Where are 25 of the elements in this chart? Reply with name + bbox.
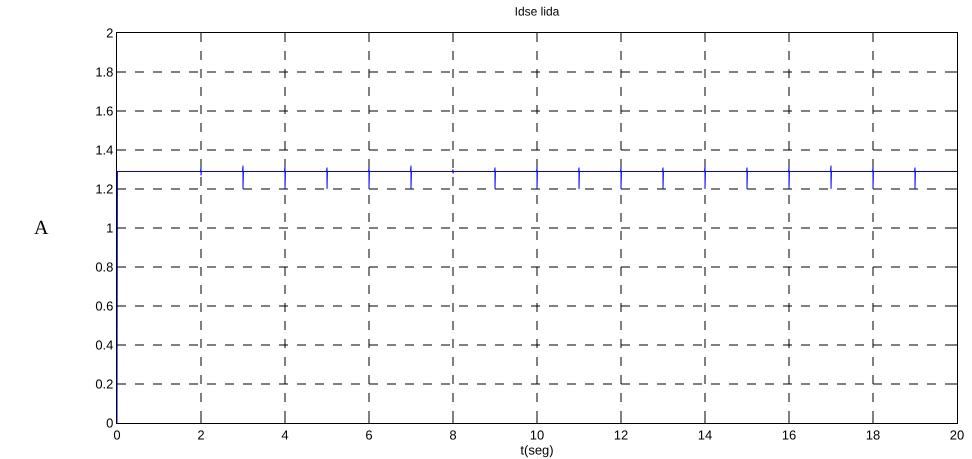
x-tick-label: 12 — [614, 428, 628, 443]
x-tick-label: 2 — [197, 428, 205, 443]
y-tick-label: 0.4 — [95, 338, 114, 353]
y-tick-label: 0.2 — [95, 376, 114, 392]
x-tick-label: 16 — [782, 428, 796, 443]
x-tick-label: 8 — [449, 428, 457, 443]
y-tick-label: 0 — [106, 416, 114, 431]
y-tick-label: 0.8 — [95, 260, 114, 275]
chart-title: Idse lida — [514, 4, 560, 18]
y-tick-label: 1.2 — [95, 182, 114, 197]
x-axis-title: t(seg) — [520, 442, 554, 458]
y-axis-title: A — [34, 217, 49, 239]
y-tick-label: 1.6 — [95, 104, 114, 119]
x-tick-label: 14 — [698, 428, 712, 443]
y-tick-label: 0.6 — [95, 298, 114, 314]
line-series — [117, 165, 957, 423]
y-tick-label: 2 — [106, 26, 114, 41]
y-tick-label: 1.4 — [95, 142, 114, 158]
y-tick-label: 1.8 — [95, 64, 114, 80]
y-tick-label: 1 — [106, 220, 114, 236]
x-tick-label: 20 — [950, 428, 964, 443]
x-tick-label: 18 — [866, 428, 880, 443]
x-tick-label: 6 — [365, 428, 373, 443]
x-tick-label: 10 — [530, 428, 544, 443]
x-tick-label: 4 — [281, 428, 289, 443]
